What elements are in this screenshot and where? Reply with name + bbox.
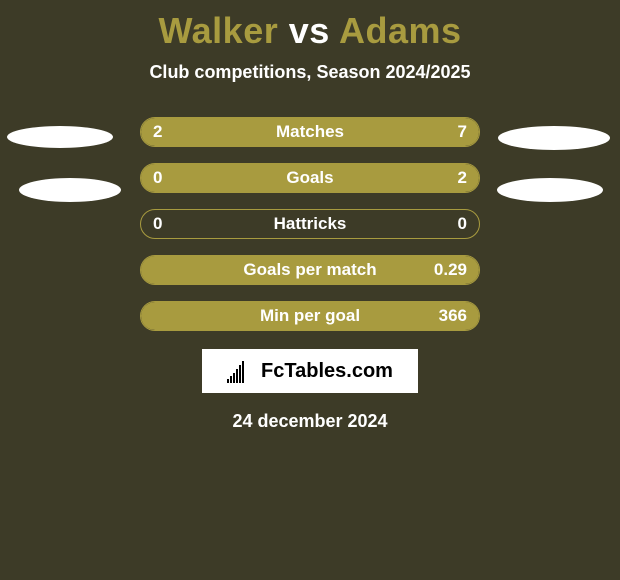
site-logo: FcTables.com — [202, 349, 418, 393]
logo-text: FcTables.com — [261, 360, 393, 383]
stat-row: 0Goals2 — [140, 163, 480, 193]
stat-value-right: 7 — [458, 118, 467, 146]
stat-label: Matches — [141, 118, 479, 146]
stat-row: Min per goal366 — [140, 301, 480, 331]
stat-value-right: 366 — [439, 302, 467, 330]
stat-label: Goals — [141, 164, 479, 192]
stat-row: Goals per match0.29 — [140, 255, 480, 285]
date-text: 24 december 2024 — [0, 411, 620, 432]
stat-label: Goals per match — [141, 256, 479, 284]
stat-value-right: 0.29 — [434, 256, 467, 284]
stats-container: 2Matches70Goals20Hattricks0Goals per mat… — [0, 117, 620, 331]
side-ellipse — [498, 126, 610, 150]
stat-label: Min per goal — [141, 302, 479, 330]
side-ellipse — [19, 178, 121, 202]
stat-row: 2Matches7 — [140, 117, 480, 147]
stat-value-right: 0 — [458, 210, 467, 238]
side-ellipse — [497, 178, 603, 202]
stat-row: 0Hattricks0 — [140, 209, 480, 239]
player-right-name: Adams — [339, 10, 462, 51]
title-vs: vs — [289, 10, 330, 51]
side-ellipse — [7, 126, 113, 148]
page-title: Walker vs Adams — [0, 0, 620, 52]
stat-value-right: 2 — [458, 164, 467, 192]
stat-label: Hattricks — [141, 210, 479, 238]
subtitle: Club competitions, Season 2024/2025 — [0, 62, 620, 83]
logo-chart-icon — [227, 359, 257, 383]
player-left-name: Walker — [159, 10, 279, 51]
